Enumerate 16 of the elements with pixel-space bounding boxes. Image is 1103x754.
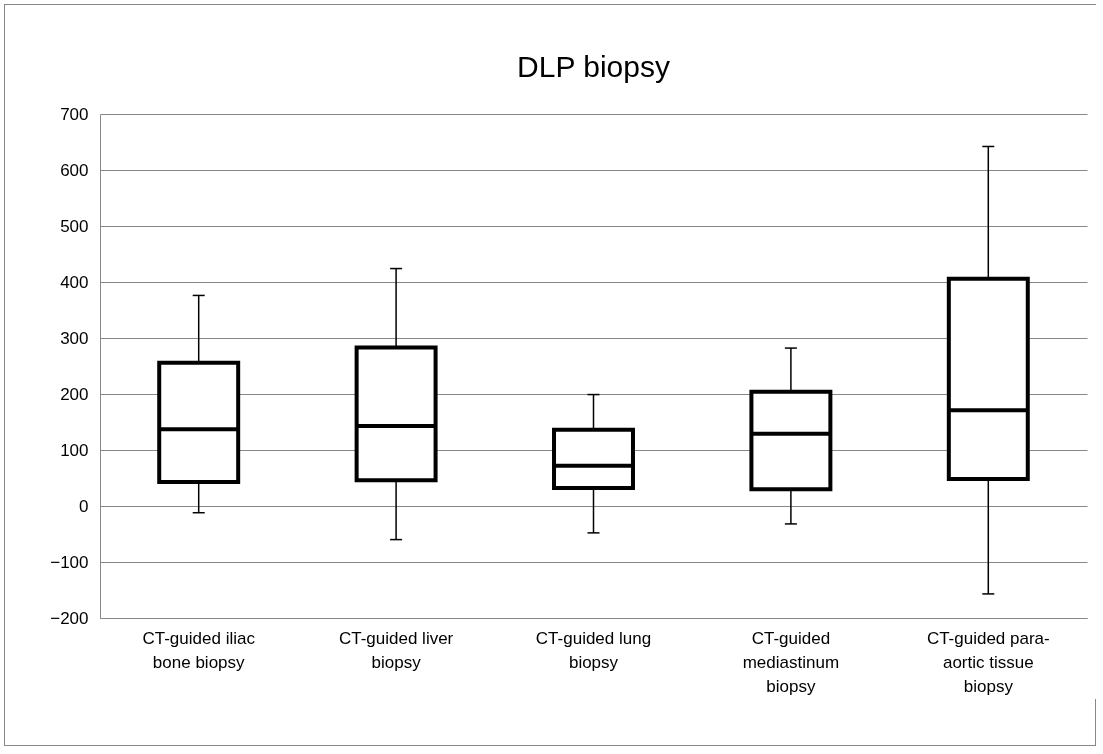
x-tick-label: CT-guided liver biopsy (338, 628, 454, 672)
y-tick-label: −100 (50, 552, 89, 572)
y-tick-label: 500 (60, 216, 89, 236)
x-tick-label: CT-guided iliac bone biopsy (142, 628, 256, 672)
y-tick-label: 300 (60, 328, 89, 348)
x-tick-label: CT-guided para-aortic tissue biopsy (926, 628, 1050, 696)
x-tick-label: CT-guided lung biopsy (535, 628, 652, 672)
chart-title: DLP biopsy (517, 50, 670, 83)
y-tick-label: 700 (60, 104, 89, 124)
y-tick-label: 200 (60, 384, 89, 404)
y-tick-label: 600 (60, 160, 89, 180)
y-tick-label: 400 (60, 272, 89, 292)
y-tick-label: −200 (50, 608, 89, 628)
x-tick-label: CT-guided mediastinum biopsy (742, 628, 840, 696)
y-tick-label: 0 (79, 496, 89, 516)
y-tick-label: 100 (60, 440, 89, 460)
